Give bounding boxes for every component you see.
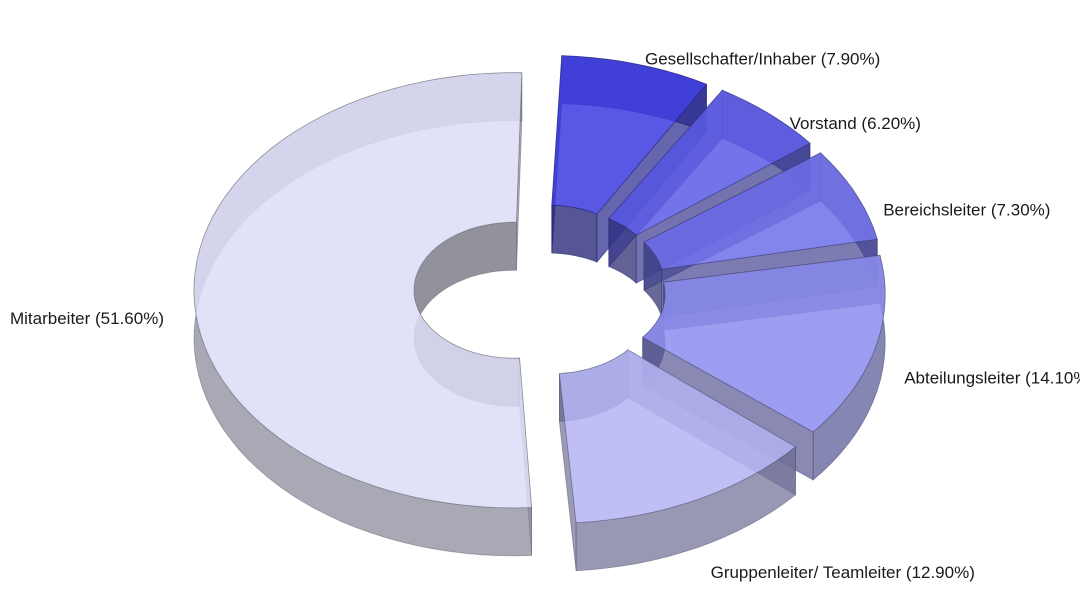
slice-top-face — [558, 349, 797, 524]
slice-top-face — [643, 152, 878, 270]
slice-inner-wall — [551, 204, 598, 263]
slice-mitarbeiter — [193, 72, 533, 557]
slice-label-bereichsleiter: Bereichsleiter (7.30%) — [883, 201, 1050, 220]
slice-label-gesellschafter-inhaber: Gesellschafter/Inhaber (7.90%) — [645, 50, 880, 69]
slice-top-face — [551, 55, 708, 215]
slice-top-face — [193, 72, 533, 509]
slice-label-gruppenleiter-teamleiter: Gruppenleiter/ Teamleiter (12.90%) — [711, 563, 975, 582]
slice-top-face — [642, 254, 886, 433]
slice-gruppenleiter-teamleiter — [558, 348, 797, 572]
slice-label-vorstand: Vorstand (6.20%) — [790, 114, 921, 133]
slice-label-mitarbeiter: Mitarbeiter (51.60%) — [10, 309, 164, 328]
slice-top-face — [608, 89, 811, 236]
slice-label-abteilungsleiter: Abteilungsleiter (14.10%) — [904, 369, 1080, 388]
